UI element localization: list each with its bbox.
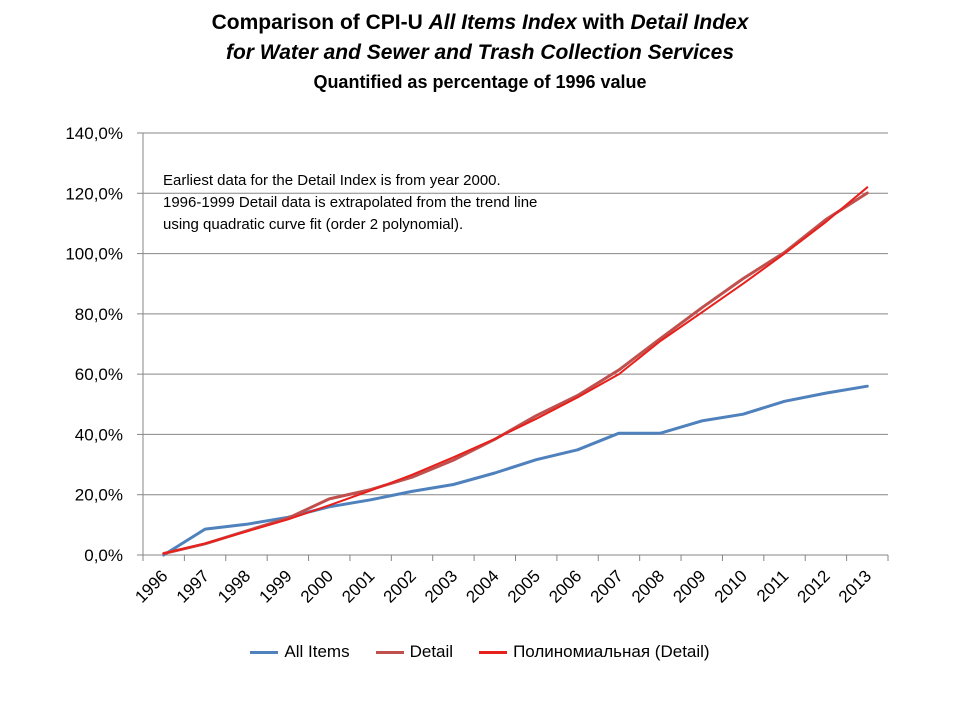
x-tick-label: 2001 (338, 566, 378, 606)
chart-legend: All Items Detail Полиномиальная (Detail) (0, 642, 960, 662)
y-tick-label: 20,0% (75, 486, 123, 505)
x-tick-label: 2003 (421, 566, 461, 606)
y-tick-label: 60,0% (75, 365, 123, 384)
legend-label: Полиномиальная (Detail) (513, 642, 710, 661)
title-line-2-text: for Water and Sewer and Trash Collection… (225, 41, 735, 64)
chart-title-line-1: Comparison of CPI-U All Items Index with… (0, 8, 960, 38)
legend-swatch (479, 650, 508, 654)
x-tick-label: 2009 (669, 566, 709, 606)
x-tick-label: 1997 (173, 566, 213, 606)
x-tick-label: 1999 (256, 566, 296, 606)
series-line-3 (162, 186, 869, 555)
annotation-line-3: using quadratic curve fit (order 2 polyn… (163, 216, 464, 233)
title-middle: with (576, 11, 631, 34)
legend-label: All Items (284, 642, 350, 661)
series-line-2 (162, 191, 869, 555)
x-tick-label: 2006 (545, 566, 585, 606)
y-tick-label: 120,0% (65, 184, 123, 203)
y-tick-label: 80,0% (75, 305, 123, 324)
x-tick-label: 2004 (462, 566, 502, 606)
x-tick-label: 2007 (587, 566, 627, 606)
y-tick-label: 100,0% (65, 245, 123, 264)
title-detail-index: Detail Index (630, 11, 749, 34)
annotation-line-1: Earliest data for the Detail Index is fr… (163, 172, 501, 189)
title-all-items-index: All Items Index (428, 11, 577, 34)
legend-swatch (375, 650, 404, 654)
legend-swatch (250, 650, 279, 654)
x-tick-label: 1998 (214, 566, 254, 606)
annotation-line-2: 1996-1999 Detail data is extrapolated fr… (163, 194, 538, 211)
chart-title-line-2: for Water and Sewer and Trash Collection… (0, 38, 960, 68)
x-tick-label: 2005 (504, 566, 544, 606)
chart-annotation: Earliest data for the Detail Index is fr… (163, 170, 537, 236)
series-line-1 (162, 384, 869, 557)
chart-subtitle: Quantified as percentage of 1996 value (313, 72, 647, 92)
legend-item: All Items (250, 642, 350, 662)
x-tick-label: 2012 (794, 566, 834, 606)
x-tick-label: 2000 (297, 566, 337, 606)
y-tick-label: 40,0% (75, 425, 123, 444)
legend-item: Полиномиальная (Detail) (479, 642, 710, 662)
x-tick-label: 2013 (835, 566, 875, 606)
legend-label: Detail (409, 642, 454, 661)
y-tick-label: 0,0% (84, 546, 123, 565)
chart-title-block: Comparison of CPI-U All Items Index with… (0, 8, 960, 96)
x-tick-label: 1996 (131, 566, 171, 606)
x-tick-label: 2010 (711, 566, 751, 606)
x-tick-label: 2008 (628, 566, 668, 606)
title-prefix: Comparison of CPI-U (211, 11, 429, 34)
x-tick-label: 2011 (753, 566, 792, 605)
y-tick-label: 140,0% (65, 124, 123, 143)
x-tick-label: 2002 (380, 566, 420, 606)
legend-item: Detail (375, 642, 454, 662)
